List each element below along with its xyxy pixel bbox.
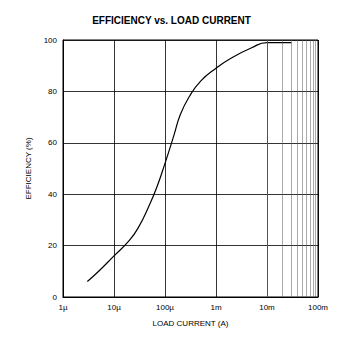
- svg-text:60: 60: [48, 138, 57, 147]
- svg-text:LOAD CURRENT (A): LOAD CURRENT (A): [153, 319, 229, 328]
- svg-text:EFFICIENCY vs. LOAD CURRENT: EFFICIENCY vs. LOAD CURRENT: [92, 15, 251, 26]
- svg-text:100: 100: [44, 36, 58, 45]
- svg-text:100µ: 100µ: [156, 303, 174, 312]
- svg-text:10µ: 10µ: [107, 303, 121, 312]
- svg-text:1µ: 1µ: [58, 303, 67, 312]
- svg-text:10m: 10m: [259, 303, 275, 312]
- svg-text:0: 0: [53, 293, 58, 302]
- svg-text:100m: 100m: [308, 303, 328, 312]
- svg-text:1m: 1m: [210, 303, 221, 312]
- svg-text:20: 20: [48, 241, 57, 250]
- svg-text:40: 40: [48, 190, 57, 199]
- svg-text:80: 80: [48, 87, 57, 96]
- svg-text:EFFICIENCY (%): EFFICIENCY (%): [24, 137, 33, 199]
